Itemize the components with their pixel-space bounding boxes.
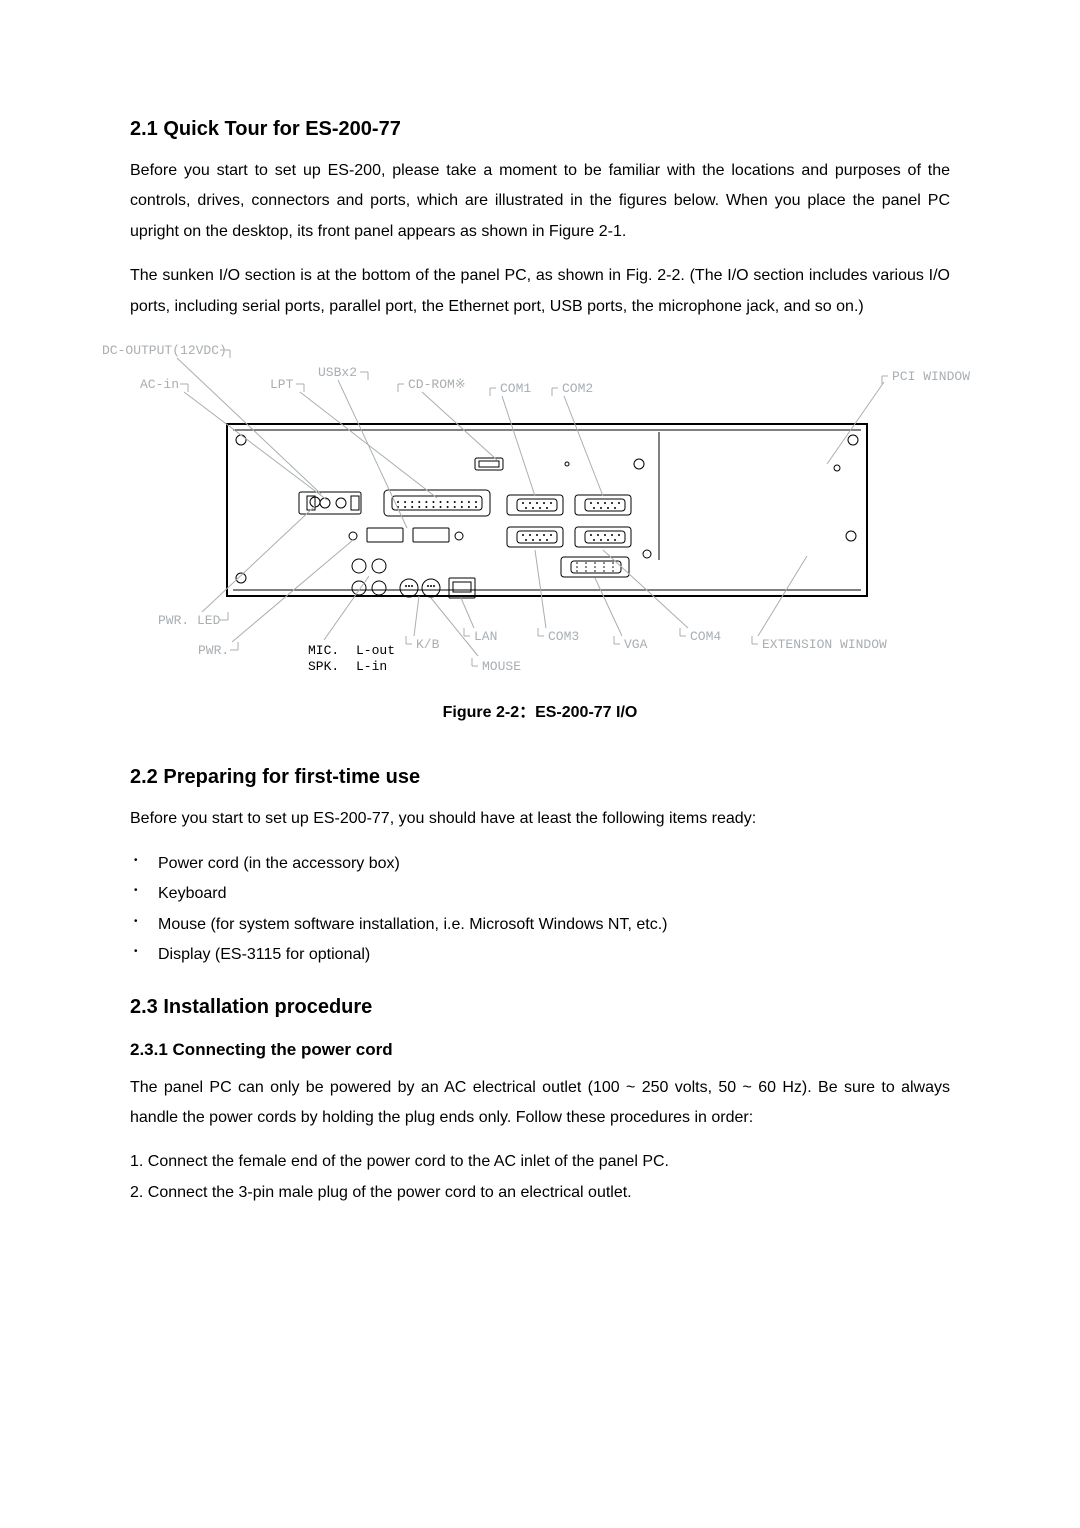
svg-text:DC-OUTPUT(12VDC): DC-OUTPUT(12VDC) <box>102 343 227 358</box>
list-item: Mouse (for system software installation,… <box>130 910 950 940</box>
svg-text:AC-in: AC-in <box>140 377 179 392</box>
prep-list: Power cord (in the accessory box) Keyboa… <box>130 849 950 971</box>
svg-text:COM1: COM1 <box>500 381 531 396</box>
heading-2-1: 2.1 Quick Tour for ES-200-77 <box>130 110 950 148</box>
figure-caption: Figure 2-2：ES-200-77 I/O <box>130 698 950 728</box>
subheading-2-3-1: 2.3.1 Connecting the power cord <box>130 1034 950 1066</box>
svg-text:COM4: COM4 <box>690 629 721 644</box>
heading-2-2: 2.2 Preparing for first-time use <box>130 758 950 796</box>
svg-text:COM3: COM3 <box>548 629 579 644</box>
svg-text:MIC.: MIC. <box>308 643 339 658</box>
io-diagram-svg: DC-OUTPUT(12VDC) AC-in LPT USBx2 CD-ROM※ COM1… <box>102 340 972 670</box>
step-1: 1. Connect the female end of the power c… <box>130 1147 950 1177</box>
svg-text:VGA: VGA <box>624 637 648 652</box>
section-2-3: 2.3 Installation procedure 2.3.1 Connect… <box>130 988 950 1208</box>
list-item: Display (ES-3115 for optional) <box>130 940 950 970</box>
list-item: Power cord (in the accessory box) <box>130 849 950 879</box>
svg-text:LAN: LAN <box>474 629 497 644</box>
para-2-2-intro: Before you start to set up ES-200-77, yo… <box>130 804 950 834</box>
section-2-1: 2.1 Quick Tour for ES-200-77 Before you … <box>130 110 950 322</box>
svg-text:SPK.: SPK. <box>308 659 339 670</box>
svg-text:LPT: LPT <box>270 377 294 392</box>
svg-text:PWR.: PWR. <box>198 643 229 658</box>
svg-text:MOUSE: MOUSE <box>482 659 521 670</box>
list-item: Keyboard <box>130 879 950 909</box>
figure-2-2: DC-OUTPUT(12VDC) AC-in LPT USBx2 CD-ROM※ COM1… <box>102 340 950 670</box>
svg-text:K/B: K/B <box>416 637 440 652</box>
svg-text:USBx2: USBx2 <box>318 365 357 380</box>
para-2-3: The panel PC can only be powered by an A… <box>130 1073 950 1134</box>
para-2-1-b: The sunken I/O section is at the bottom … <box>130 261 950 322</box>
svg-text:PCI WINDOW: PCI WINDOW <box>892 369 970 384</box>
svg-text:COM2: COM2 <box>562 381 593 396</box>
svg-text:PWR. LED: PWR. LED <box>158 613 221 628</box>
svg-text:EXTENSION WINDOW: EXTENSION WINDOW <box>762 637 887 652</box>
para-2-1-a: Before you start to set up ES-200, pleas… <box>130 156 950 247</box>
svg-text:L-out: L-out <box>356 643 395 658</box>
heading-2-3: 2.3 Installation procedure <box>130 988 950 1026</box>
svg-text:CD-ROM※: CD-ROM※ <box>408 377 466 392</box>
svg-text:L-in: L-in <box>356 659 387 670</box>
step-2: 2. Connect the 3-pin male plug of the po… <box>130 1178 950 1208</box>
section-2-2: 2.2 Preparing for first-time use Before … <box>130 758 950 970</box>
